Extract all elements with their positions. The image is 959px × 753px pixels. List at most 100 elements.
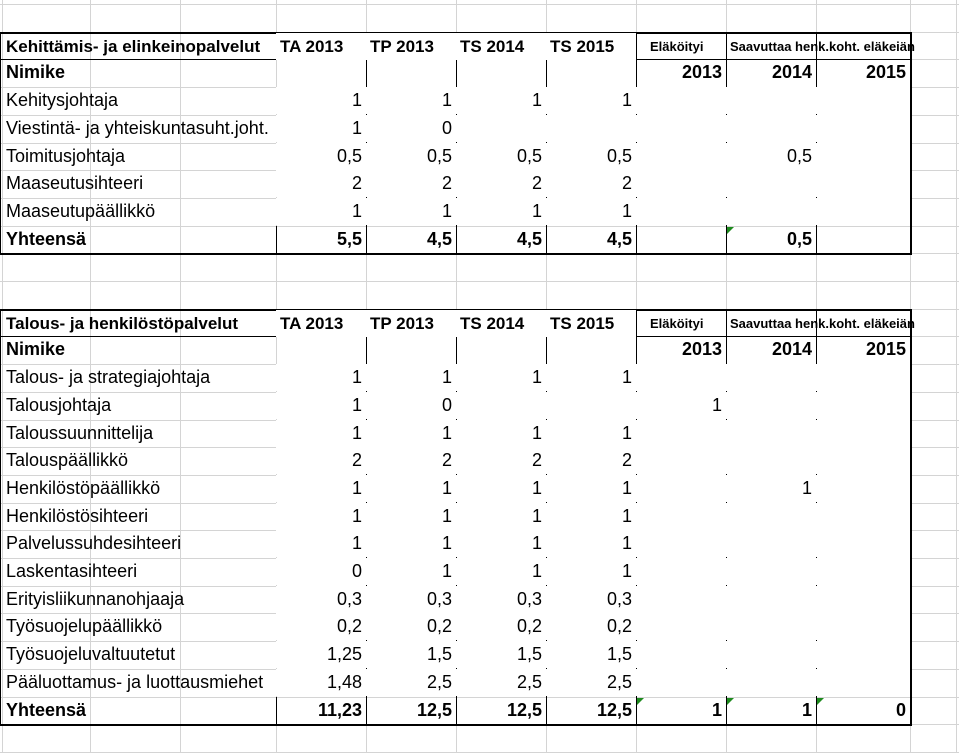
value-cell[interactable] xyxy=(816,530,910,558)
value-cell[interactable]: 1 xyxy=(546,474,636,502)
row-label[interactable]: Henkilöstösihteeri xyxy=(6,505,149,526)
value-cell[interactable]: 2,5 xyxy=(366,668,456,696)
value-cell[interactable] xyxy=(456,391,546,419)
value-cell[interactable]: 0,3 xyxy=(276,585,366,613)
value-cell[interactable] xyxy=(636,641,726,669)
value-cell[interactable] xyxy=(726,197,816,225)
total-value[interactable]: 4,5 xyxy=(426,228,452,249)
total-value[interactable] xyxy=(816,226,910,253)
value-cell[interactable]: 1 xyxy=(546,419,636,447)
value-cell[interactable]: 0,5 xyxy=(546,142,636,170)
value-cell[interactable]: 2 xyxy=(366,447,456,475)
value-cell[interactable] xyxy=(816,558,910,585)
value-cell[interactable] xyxy=(636,364,726,392)
total-value[interactable]: 1 xyxy=(711,699,722,720)
value-cell[interactable]: 2 xyxy=(276,447,366,475)
value-cell[interactable] xyxy=(726,641,816,669)
value-cell[interactable]: 1 xyxy=(546,530,636,558)
value-cell[interactable] xyxy=(726,170,816,198)
value-cell[interactable]: 1 xyxy=(726,474,816,502)
value-cell[interactable]: 1 xyxy=(546,558,636,585)
value-cell[interactable] xyxy=(636,197,726,225)
row-label[interactable]: Maaseutupäällikkö xyxy=(6,200,156,221)
total-value[interactable]: 0,5 xyxy=(786,228,812,249)
value-cell[interactable] xyxy=(816,197,910,225)
value-cell[interactable]: 1 xyxy=(366,419,456,447)
value-cell[interactable]: 1 xyxy=(456,197,546,225)
value-cell[interactable] xyxy=(816,87,910,115)
value-cell[interactable] xyxy=(636,142,726,170)
value-cell[interactable]: 0 xyxy=(276,558,366,585)
total-value[interactable]: 12,5 xyxy=(506,699,542,720)
value-cell[interactable]: 1,5 xyxy=(366,641,456,669)
value-cell[interactable] xyxy=(636,558,726,585)
value-cell[interactable] xyxy=(726,530,816,558)
total-value[interactable]: 11,23 xyxy=(317,699,362,720)
value-cell[interactable]: 2 xyxy=(456,447,546,475)
value-cell[interactable]: 1 xyxy=(456,474,546,502)
value-cell[interactable] xyxy=(726,558,816,585)
value-cell[interactable]: 1 xyxy=(366,87,456,115)
row-label[interactable]: Taloussuunnittelija xyxy=(6,422,154,443)
value-cell[interactable] xyxy=(456,114,546,142)
value-cell[interactable]: 1 xyxy=(456,87,546,115)
value-cell[interactable] xyxy=(726,585,816,613)
row-label[interactable]: Kehitysjohtaja xyxy=(6,90,119,111)
value-cell[interactable] xyxy=(636,114,726,142)
value-cell[interactable] xyxy=(636,447,726,475)
value-cell[interactable]: 1 xyxy=(456,419,546,447)
total-value[interactable]: 12,5 xyxy=(416,699,452,720)
comment-marker-icon[interactable] xyxy=(817,697,824,705)
comment-marker-icon[interactable] xyxy=(637,697,644,705)
value-cell[interactable]: 2 xyxy=(276,170,366,198)
value-cell[interactable] xyxy=(636,502,726,530)
value-cell[interactable] xyxy=(636,170,726,198)
value-cell[interactable]: 1 xyxy=(276,197,366,225)
value-cell[interactable] xyxy=(726,391,816,419)
value-cell[interactable] xyxy=(816,668,910,696)
value-cell[interactable]: 1 xyxy=(366,558,456,585)
value-cell[interactable]: 1 xyxy=(276,530,366,558)
value-cell[interactable]: 2,5 xyxy=(456,668,546,696)
value-cell[interactable] xyxy=(636,613,726,641)
value-cell[interactable]: 0,2 xyxy=(456,613,546,641)
total-value[interactable]: 4,5 xyxy=(606,228,632,249)
value-cell[interactable] xyxy=(636,87,726,115)
value-cell[interactable]: 1,5 xyxy=(456,641,546,669)
value-cell[interactable]: 1 xyxy=(546,502,636,530)
value-cell[interactable]: 1 xyxy=(366,474,456,502)
value-cell[interactable] xyxy=(636,419,726,447)
value-cell[interactable] xyxy=(816,142,910,170)
value-cell[interactable]: 0 xyxy=(366,114,456,142)
row-label[interactable]: Henkilöstöpäällikkö xyxy=(6,477,161,498)
value-cell[interactable]: 0,3 xyxy=(366,585,456,613)
value-cell[interactable] xyxy=(726,502,816,530)
value-cell[interactable]: 0,2 xyxy=(366,613,456,641)
value-cell[interactable]: 2 xyxy=(456,170,546,198)
row-label[interactable]: Viestintä- ja yhteiskuntasuht.joht. xyxy=(6,117,269,138)
value-cell[interactable]: 2 xyxy=(546,447,636,475)
value-cell[interactable]: 1,25 xyxy=(276,641,366,669)
value-cell[interactable]: 0,5 xyxy=(726,142,816,170)
value-cell[interactable] xyxy=(816,613,910,641)
value-cell[interactable]: 1 xyxy=(636,391,726,419)
comment-marker-icon[interactable] xyxy=(727,697,734,705)
row-label[interactable]: Talousjohtaja xyxy=(6,394,112,415)
value-cell[interactable]: 1,48 xyxy=(276,668,366,696)
value-cell[interactable]: 0,3 xyxy=(546,585,636,613)
value-cell[interactable]: 1 xyxy=(276,502,366,530)
row-label[interactable]: Työsuojeluvaltuutetut xyxy=(6,644,176,665)
value-cell[interactable]: 1 xyxy=(276,391,366,419)
value-cell[interactable] xyxy=(636,474,726,502)
row-label[interactable]: Palvelussuhdesihteeri xyxy=(6,533,182,554)
value-cell[interactable] xyxy=(636,585,726,613)
value-cell[interactable] xyxy=(636,530,726,558)
value-cell[interactable]: 0,5 xyxy=(276,142,366,170)
value-cell[interactable]: 0,5 xyxy=(366,142,456,170)
value-cell[interactable] xyxy=(726,114,816,142)
total-value[interactable]: 5,5 xyxy=(336,228,362,249)
value-cell[interactable]: 1 xyxy=(456,530,546,558)
value-cell[interactable]: 1 xyxy=(276,474,366,502)
value-cell[interactable]: 0,5 xyxy=(456,142,546,170)
